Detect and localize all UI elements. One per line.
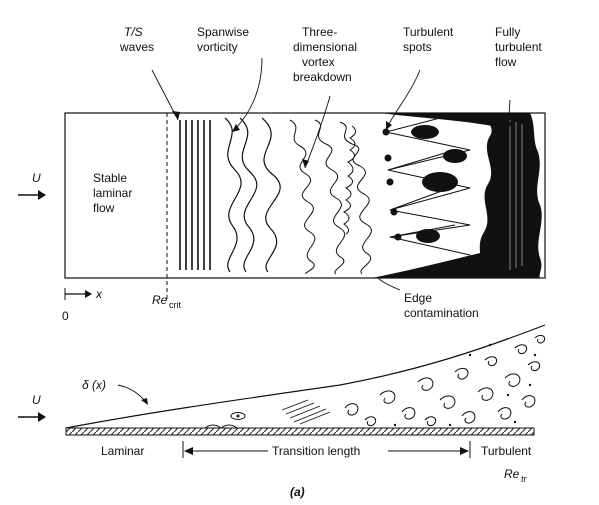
ts-wave-lines bbox=[179, 120, 211, 270]
transition-length-dimension bbox=[182, 441, 471, 458]
figure-caption: (a) bbox=[290, 485, 305, 499]
fully-label-2: turbulent bbox=[495, 40, 542, 54]
re-crit-subscript: crit bbox=[169, 300, 181, 310]
spanwise-label-2: vorticity bbox=[197, 40, 238, 54]
bl-streaks bbox=[281, 399, 331, 425]
three-d-label-2: dimensional bbox=[293, 40, 357, 54]
stable-label-2: laminar bbox=[93, 186, 132, 200]
fully-label-1: Fully bbox=[495, 25, 520, 39]
boundary-layer-edge bbox=[65, 324, 546, 429]
edge-label-1: Edge bbox=[404, 291, 432, 305]
stable-label-1: Stable bbox=[93, 171, 127, 185]
stable-label-3: flow bbox=[93, 201, 115, 215]
channel-outline bbox=[64, 112, 546, 279]
three-d-label-4: breakdown bbox=[293, 70, 352, 84]
zero-label: 0 bbox=[62, 309, 69, 323]
x-axis-arrow bbox=[64, 288, 92, 300]
top-flow-channel bbox=[18, 57, 546, 300]
transition-length-label: Transition length bbox=[272, 444, 360, 458]
u-label-top: U bbox=[32, 171, 41, 185]
fully-turbulent-region bbox=[478, 113, 542, 278]
turbulent-label: Turbulent bbox=[481, 444, 532, 458]
three-d-label-1: Three- bbox=[302, 25, 337, 39]
label-pointers bbox=[151, 57, 511, 291]
spots-label-1: Turbulent bbox=[403, 25, 454, 39]
ts-waves-label-bottom: waves bbox=[119, 40, 154, 54]
spot-dots bbox=[382, 128, 402, 241]
turbulent-eddies bbox=[344, 334, 546, 427]
re-crit-label: Re bbox=[152, 293, 168, 307]
re-tr-subscript: tr bbox=[521, 474, 528, 484]
three-d-label-3: vortex bbox=[302, 55, 335, 69]
laminar-label: Laminar bbox=[101, 444, 144, 458]
u-arrow bbox=[18, 190, 46, 200]
fully-label-3: flow bbox=[495, 55, 517, 69]
vortex-breakdown-lines bbox=[289, 119, 372, 275]
x-label: x bbox=[95, 287, 103, 301]
u-label-bottom: U bbox=[32, 393, 41, 407]
spot-blobs bbox=[411, 125, 467, 243]
pointer-arrowheads bbox=[172, 111, 512, 168]
edge-label-2: contamination bbox=[404, 306, 479, 320]
spanwise-vorticity-lines bbox=[224, 117, 281, 273]
edge-contamination bbox=[372, 113, 492, 278]
spanwise-label-1: Spanwise bbox=[197, 25, 249, 39]
re-tr-label: Re bbox=[504, 467, 520, 481]
boundary-layer-sideview bbox=[18, 324, 546, 458]
spots-label-2: spots bbox=[403, 40, 432, 54]
top-labels: T/S waves Spanwise vorticity Three- dime… bbox=[32, 25, 542, 323]
bl-spot bbox=[230, 412, 246, 420]
delta-pointer bbox=[117, 384, 147, 403]
flat-plate bbox=[65, 427, 535, 436]
turbulent-spots bbox=[382, 117, 471, 256]
turbulent-dots bbox=[393, 343, 537, 427]
u-arrow-bottom bbox=[18, 412, 46, 422]
bottom-labels: δ (x) U Laminar Transition length Turbul… bbox=[32, 378, 532, 484]
delta-label: δ (x) bbox=[82, 378, 106, 392]
ts-waves-label-top: T/S bbox=[124, 25, 143, 39]
